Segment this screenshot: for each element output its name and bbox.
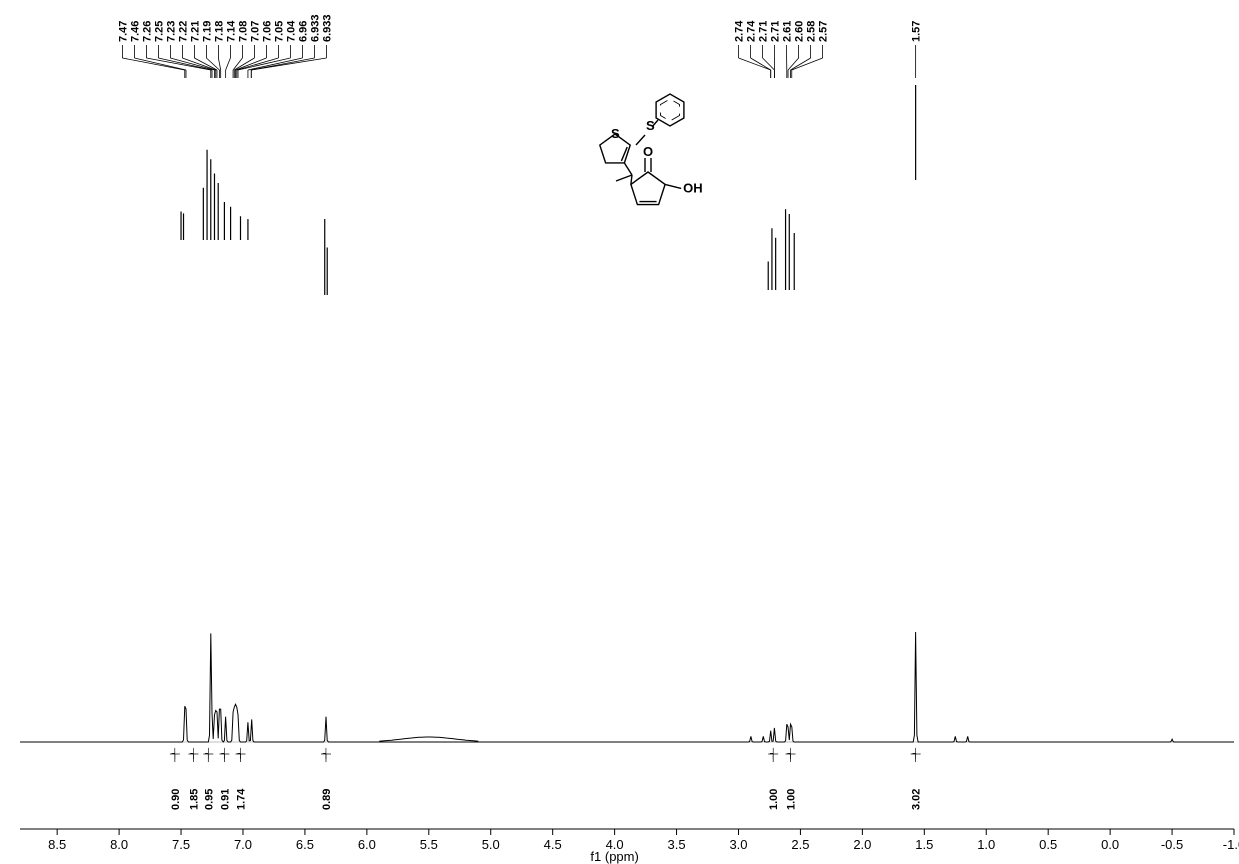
svg-text:7.06: 7.06 <box>261 21 273 42</box>
svg-text:0.89: 0.89 <box>321 789 333 810</box>
svg-text:f1 (ppm): f1 (ppm) <box>590 849 638 864</box>
svg-text:7.22: 7.22 <box>177 21 189 42</box>
svg-text:7.04: 7.04 <box>285 20 297 42</box>
svg-text:2.74: 2.74 <box>746 20 758 42</box>
svg-text:2.71: 2.71 <box>758 21 770 42</box>
svg-text:2.61: 2.61 <box>782 21 794 42</box>
svg-text:1.00: 1.00 <box>768 789 780 810</box>
svg-text:OH: OH <box>683 180 703 195</box>
svg-text:7.14: 7.14 <box>225 20 237 42</box>
svg-text:6.0: 6.0 <box>358 837 376 852</box>
svg-text:┤: ┤ <box>237 747 243 759</box>
svg-text:7.05: 7.05 <box>273 21 285 42</box>
svg-text:5.5: 5.5 <box>420 837 438 852</box>
svg-text:8.5: 8.5 <box>48 837 66 852</box>
svg-text:3.02: 3.02 <box>911 789 923 810</box>
svg-text:0.91: 0.91 <box>219 789 231 810</box>
svg-text:┤: ┤ <box>787 747 793 759</box>
svg-text:2.57: 2.57 <box>818 21 830 42</box>
svg-text:1.57: 1.57 <box>911 21 923 42</box>
svg-text:┤: ┤ <box>912 747 918 759</box>
svg-text:3.5: 3.5 <box>668 837 686 852</box>
svg-text:7.5: 7.5 <box>172 837 190 852</box>
svg-text:7.07: 7.07 <box>249 21 261 42</box>
svg-text:6.96: 6.96 <box>297 21 309 42</box>
svg-text:7.18: 7.18 <box>213 21 225 42</box>
svg-text:1.00: 1.00 <box>786 789 798 810</box>
svg-text:7.23: 7.23 <box>165 21 177 42</box>
svg-text:5.0: 5.0 <box>482 837 500 852</box>
svg-text:0.5: 0.5 <box>1039 837 1057 852</box>
svg-text:7.21: 7.21 <box>189 21 201 42</box>
svg-text:6.933: 6.933 <box>321 14 333 42</box>
svg-text:1.0: 1.0 <box>977 837 995 852</box>
svg-text:7.0: 7.0 <box>234 837 252 852</box>
svg-text:1.85: 1.85 <box>188 789 200 810</box>
svg-text:┤: ┤ <box>205 747 211 759</box>
svg-text:2.60: 2.60 <box>794 21 806 42</box>
svg-text:7.19: 7.19 <box>201 21 213 42</box>
svg-text:3.0: 3.0 <box>729 837 747 852</box>
svg-text:2.71: 2.71 <box>770 21 782 42</box>
svg-text:7.25: 7.25 <box>153 21 165 42</box>
svg-text:7.46: 7.46 <box>129 21 141 42</box>
svg-text:-1.0: -1.0 <box>1223 837 1239 852</box>
svg-text:7.47: 7.47 <box>117 21 129 42</box>
svg-text:4.5: 4.5 <box>544 837 562 852</box>
nmr-spectrum: 8.58.07.57.06.56.05.55.04.54.03.53.02.52… <box>0 0 1239 864</box>
svg-text:1.5: 1.5 <box>915 837 933 852</box>
svg-text:6.933: 6.933 <box>309 14 321 42</box>
svg-text:┤: ┤ <box>221 747 227 759</box>
svg-text:2.58: 2.58 <box>806 21 818 42</box>
svg-text:8.0: 8.0 <box>110 837 128 852</box>
svg-text:┤: ┤ <box>323 747 329 759</box>
svg-text:0.90: 0.90 <box>170 789 182 810</box>
svg-text:S: S <box>611 126 620 141</box>
svg-text:O: O <box>643 144 653 159</box>
svg-text:2.74: 2.74 <box>734 20 746 42</box>
svg-text:6.5: 6.5 <box>296 837 314 852</box>
svg-text:2.5: 2.5 <box>791 837 809 852</box>
svg-text:┤: ┤ <box>172 747 178 759</box>
svg-text:┤: ┤ <box>770 747 776 759</box>
svg-text:2.0: 2.0 <box>853 837 871 852</box>
svg-text:0.95: 0.95 <box>203 789 215 810</box>
svg-text:0.0: 0.0 <box>1101 837 1119 852</box>
svg-text:-0.5: -0.5 <box>1161 837 1183 852</box>
svg-text:1.74: 1.74 <box>236 788 248 810</box>
svg-text:┤: ┤ <box>190 747 196 759</box>
svg-text:7.08: 7.08 <box>237 21 249 42</box>
svg-text:7.26: 7.26 <box>141 21 153 42</box>
